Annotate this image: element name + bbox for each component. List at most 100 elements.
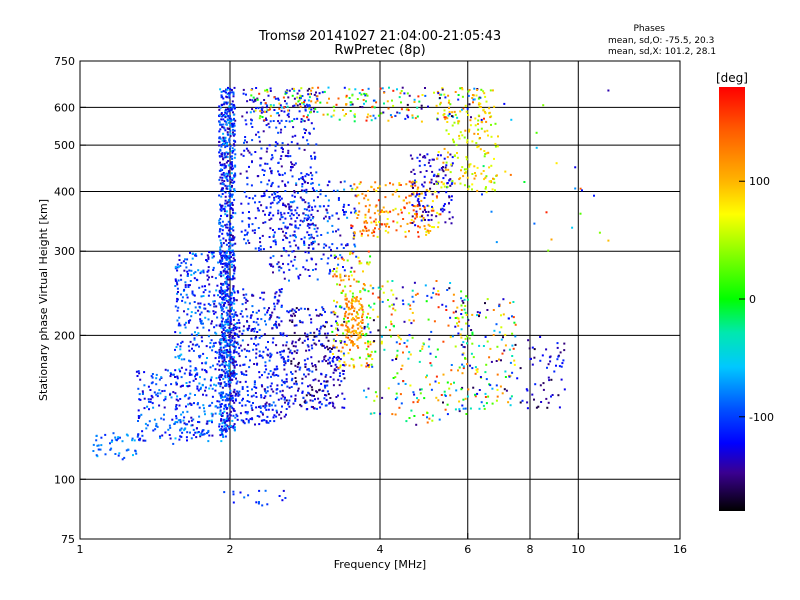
- data-point: [226, 255, 229, 258]
- data-point: [451, 124, 454, 127]
- data-point: [262, 221, 265, 224]
- data-point: [174, 437, 177, 440]
- data-point: [308, 107, 311, 110]
- data-point: [219, 252, 222, 255]
- data-point: [414, 195, 417, 198]
- data-point: [125, 449, 128, 452]
- data-point: [168, 424, 171, 427]
- data-point: [241, 386, 244, 389]
- data-point: [307, 269, 310, 271]
- data-point: [457, 94, 460, 96]
- data-point: [327, 86, 330, 89]
- data-point: [367, 263, 370, 266]
- data-point: [174, 279, 177, 282]
- data-point: [273, 420, 276, 423]
- data-point: [294, 345, 297, 348]
- data-point: [207, 335, 210, 338]
- data-point: [331, 330, 334, 333]
- data-point: [441, 88, 444, 91]
- data-point: [236, 326, 238, 329]
- data-point: [95, 435, 98, 437]
- data-point: [560, 378, 563, 381]
- data-point: [470, 116, 472, 119]
- data-point: [196, 403, 199, 406]
- data-point: [448, 196, 451, 199]
- data-point: [435, 375, 438, 378]
- data-point: [550, 395, 552, 398]
- data-point: [397, 334, 400, 337]
- data-point: [277, 323, 280, 326]
- data-point: [373, 340, 376, 343]
- data-point: [254, 109, 257, 112]
- data-point: [417, 198, 420, 201]
- data-point: [223, 208, 226, 211]
- data-point: [220, 244, 223, 247]
- stats-line-x: mean, sd,X: 101.2, 28.1: [608, 47, 716, 57]
- data-point: [549, 355, 552, 358]
- data-point: [114, 438, 117, 441]
- data-point: [254, 151, 257, 153]
- data-point: [316, 407, 318, 410]
- data-point: [224, 344, 227, 347]
- data-point: [307, 385, 309, 388]
- data-point: [232, 177, 235, 180]
- data-point: [250, 94, 253, 97]
- data-point: [438, 97, 441, 99]
- data-point: [275, 325, 278, 328]
- data-point: [351, 313, 353, 316]
- data-point: [320, 343, 322, 346]
- data-point: [427, 205, 430, 208]
- data-point: [446, 403, 449, 406]
- data-point: [315, 308, 318, 311]
- data-point: [280, 165, 283, 168]
- data-point: [271, 408, 274, 411]
- data-point: [479, 106, 482, 108]
- data-point: [231, 165, 234, 167]
- data-point: [445, 161, 448, 164]
- data-point: [503, 349, 506, 352]
- data-point: [234, 323, 237, 326]
- data-point: [287, 109, 290, 112]
- data-point: [207, 294, 210, 297]
- data-point: [293, 324, 296, 327]
- data-point: [275, 195, 278, 198]
- data-point: [392, 89, 395, 92]
- data-point: [303, 401, 306, 403]
- data-point: [333, 254, 336, 257]
- data-point: [373, 188, 376, 191]
- data-point: [154, 428, 157, 431]
- data-point: [209, 404, 212, 407]
- data-point: [279, 353, 282, 356]
- data-point: [295, 212, 298, 215]
- data-point: [221, 193, 224, 195]
- data-point: [95, 439, 98, 442]
- data-point: [445, 129, 448, 132]
- data-point: [412, 319, 415, 322]
- data-point: [254, 423, 256, 426]
- data-point: [306, 368, 309, 371]
- data-point: [344, 298, 347, 301]
- data-point: [400, 208, 402, 211]
- data-point: [451, 156, 454, 159]
- data-point: [394, 114, 397, 117]
- data-point: [215, 289, 218, 292]
- data-point: [227, 380, 230, 383]
- data-point: [280, 119, 283, 122]
- data-point: [244, 404, 247, 407]
- data-point: [300, 307, 303, 310]
- data-point: [219, 246, 222, 249]
- data-point: [158, 404, 161, 407]
- data-point: [220, 242, 223, 244]
- data-point: [231, 397, 234, 400]
- data-point: [542, 104, 545, 107]
- data-point: [396, 88, 398, 91]
- data-point: [408, 319, 411, 322]
- data-point: [371, 292, 374, 295]
- data-point: [346, 303, 348, 306]
- data-point: [294, 209, 297, 212]
- data-point: [295, 182, 298, 185]
- data-point: [369, 255, 372, 258]
- data-point: [233, 366, 236, 369]
- data-point: [222, 296, 225, 299]
- data-point: [96, 444, 99, 447]
